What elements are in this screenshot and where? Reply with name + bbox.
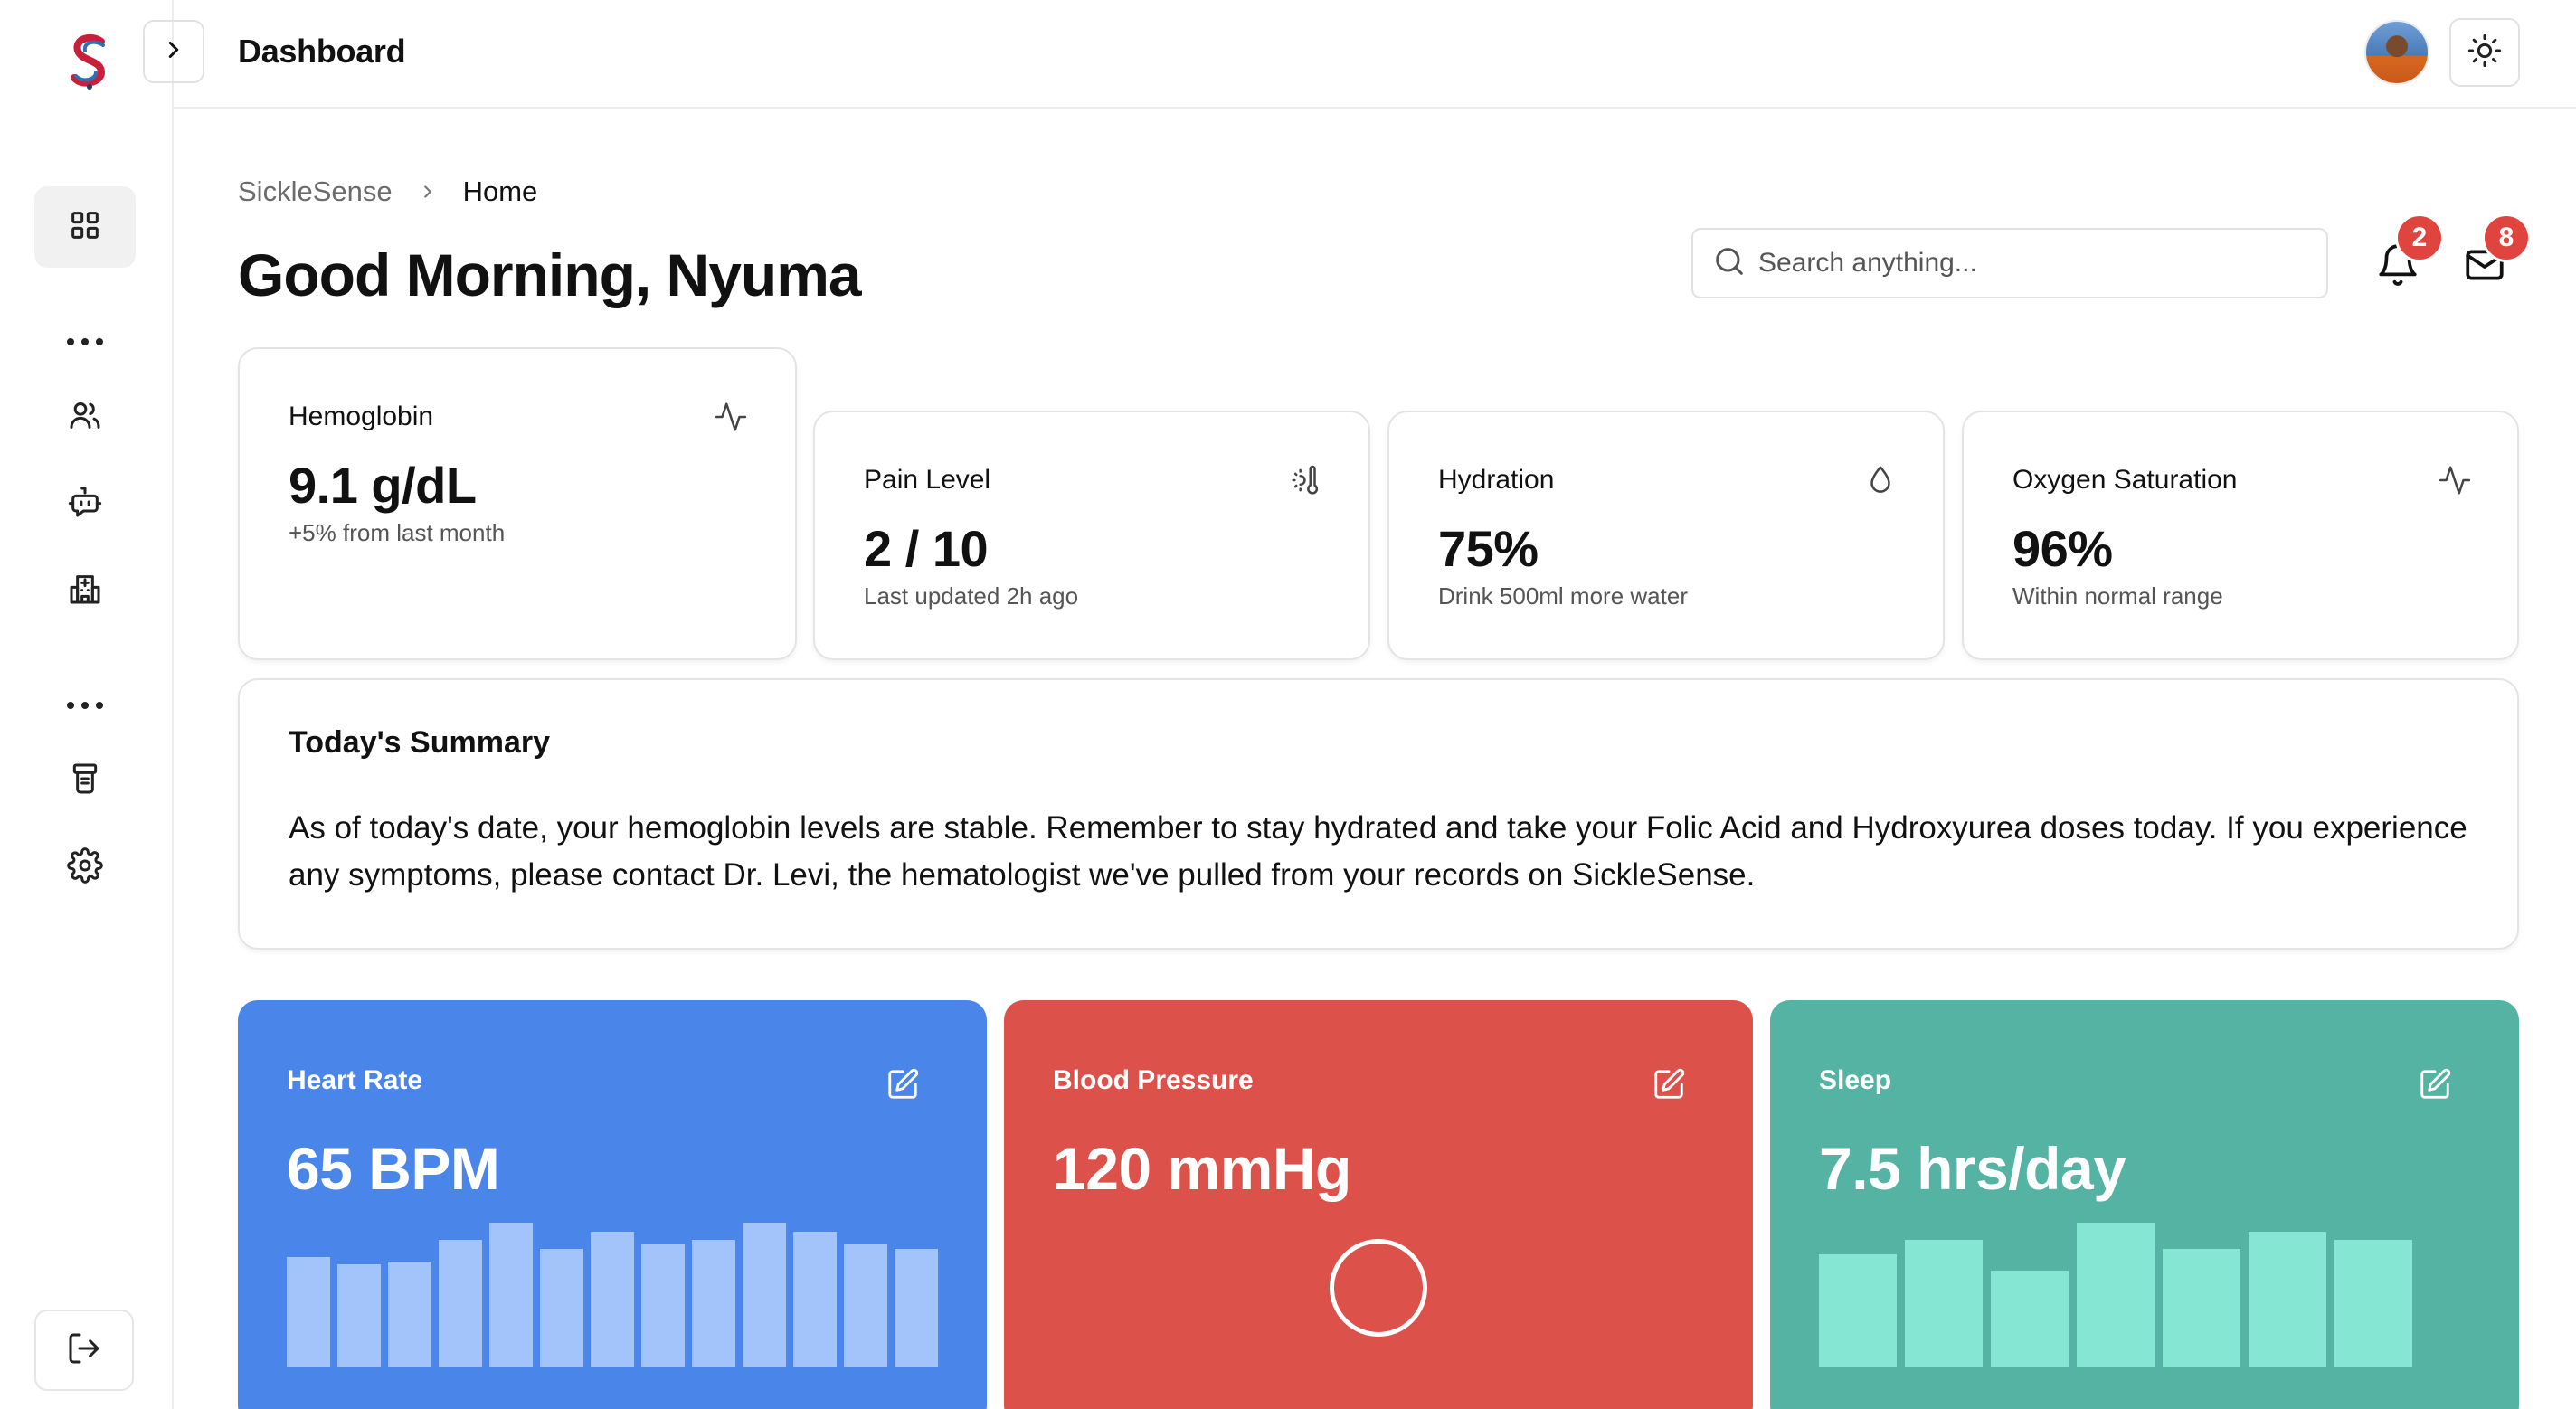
- page-title: Dashboard: [238, 33, 406, 70]
- metric-value: 120 mmHg: [1053, 1135, 1351, 1202]
- bar: [641, 1244, 685, 1367]
- edit-icon[interactable]: [886, 1067, 920, 1102]
- stat-card-pain-level[interactable]: Pain Level 2 / 10 Last updated 2h ago: [813, 411, 1370, 660]
- stat-subtext: Last updated 2h ago: [864, 582, 1079, 610]
- bar: [895, 1249, 938, 1367]
- sidebar-item-people[interactable]: [34, 376, 136, 458]
- logout-button[interactable]: [34, 1310, 134, 1391]
- todays-summary-card: Today's Summary As of today's date, your…: [238, 678, 2519, 950]
- sidebar-item-settings[interactable]: [34, 827, 136, 908]
- search-icon: [1711, 243, 1747, 284]
- metric-label: Sleep: [1819, 1065, 1892, 1095]
- bar: [591, 1232, 634, 1367]
- sidebar-item-chat-bot[interactable]: [34, 463, 136, 544]
- bot-chat-icon: [67, 484, 103, 525]
- sidebar-toggle-button[interactable]: [143, 20, 204, 83]
- top-bar: [174, 0, 2576, 109]
- thermometer-sun-icon: [1289, 463, 1323, 497]
- search-box[interactable]: [1691, 228, 2328, 298]
- bar: [2163, 1249, 2240, 1367]
- breadcrumb-current: Home: [462, 175, 538, 207]
- stat-label: Oxygen Saturation: [2012, 465, 2238, 495]
- metric-value: 65 BPM: [287, 1135, 500, 1202]
- sicklesense-logo[interactable]: [65, 33, 114, 90]
- bar: [743, 1223, 786, 1367]
- metric-card-heart-rate[interactable]: Heart Rate 65 BPM: [238, 1000, 987, 1409]
- bar: [489, 1223, 533, 1367]
- bar: [1905, 1240, 1983, 1367]
- greeting-heading: Good Morning, Nyuma: [238, 241, 862, 308]
- blood-pressure-ring: [1330, 1239, 1427, 1337]
- notifications-button[interactable]: [2373, 233, 2431, 291]
- activity-icon: [2438, 463, 2472, 497]
- sidebar-item-medication[interactable]: [34, 740, 136, 821]
- bar: [844, 1244, 887, 1367]
- edit-icon[interactable]: [1652, 1067, 1686, 1102]
- stat-value: 9.1 g/dL: [289, 457, 477, 514]
- avatar[interactable]: [2364, 20, 2429, 85]
- metric-value: 7.5 hrs/day: [1819, 1135, 2126, 1202]
- bar: [337, 1264, 381, 1367]
- stat-value: 2 / 10: [864, 520, 989, 577]
- stat-label: Hemoglobin: [289, 402, 434, 431]
- hospital-icon: [67, 571, 103, 611]
- logout-icon: [66, 1330, 102, 1371]
- theme-toggle-button[interactable]: [2449, 18, 2520, 87]
- bar: [2334, 1240, 2412, 1367]
- bar: [692, 1240, 735, 1367]
- stat-label: Hydration: [1438, 465, 1555, 495]
- droplet-icon: [1863, 463, 1898, 497]
- sidebar-item-dashboard[interactable]: [34, 186, 136, 268]
- bar: [1819, 1254, 1897, 1367]
- bar: [793, 1232, 837, 1367]
- stat-value: 75%: [1438, 520, 1539, 577]
- bar: [1991, 1271, 2069, 1367]
- section-dots: [67, 700, 103, 711]
- summary-title: Today's Summary: [289, 725, 550, 760]
- stat-card-hydration[interactable]: Hydration 75% Drink 500ml more water: [1387, 411, 1945, 660]
- section-dots: [67, 336, 103, 347]
- metric-card-blood-pressure[interactable]: Blood Pressure 120 mmHg: [1004, 1000, 1753, 1409]
- chevron-right-icon: [418, 182, 438, 202]
- gear-icon: [67, 846, 103, 888]
- stat-value: 96%: [2012, 520, 2113, 577]
- stat-label: Pain Level: [864, 465, 991, 495]
- bar: [540, 1249, 583, 1367]
- activity-icon: [714, 400, 748, 434]
- stat-subtext: Drink 500ml more water: [1438, 582, 1688, 610]
- users-icon: [67, 397, 103, 438]
- grid-icon: [67, 207, 103, 248]
- metric-label: Heart Rate: [287, 1065, 423, 1095]
- sidebar: [0, 0, 174, 1409]
- sleep-bars: [1819, 1223, 2412, 1367]
- search-input[interactable]: [1758, 248, 2319, 279]
- metric-card-sleep[interactable]: Sleep 7.5 hrs/day: [1770, 1000, 2519, 1409]
- sidebar-item-hospital[interactable]: [34, 550, 136, 631]
- heart-rate-bars: [287, 1223, 938, 1367]
- chevron-right-icon: [160, 36, 187, 68]
- breadcrumb-root[interactable]: SickleSense: [238, 175, 393, 207]
- bar: [2249, 1232, 2326, 1367]
- stat-subtext: Within normal range: [2012, 582, 2223, 610]
- stat-card-hemoglobin[interactable]: Hemoglobin 9.1 g/dL +5% from last month: [238, 347, 797, 660]
- messages-badge: 8: [2482, 213, 2531, 262]
- stat-card-oxygen-saturation[interactable]: Oxygen Saturation 96% Within normal rang…: [1962, 411, 2519, 660]
- stat-subtext: +5% from last month: [289, 519, 506, 546]
- bar: [287, 1257, 330, 1367]
- bar: [439, 1240, 482, 1367]
- notifications-badge: 2: [2395, 213, 2444, 262]
- pill-bottle-icon: [67, 761, 103, 801]
- sun-icon: [2467, 33, 2503, 73]
- summary-text: As of today's date, your hemoglobin leve…: [289, 810, 2467, 893]
- metric-label: Blood Pressure: [1053, 1065, 1254, 1095]
- breadcrumb: SickleSense Home: [238, 175, 537, 208]
- bar: [388, 1262, 431, 1367]
- edit-icon[interactable]: [2418, 1067, 2452, 1102]
- bar: [2077, 1223, 2155, 1367]
